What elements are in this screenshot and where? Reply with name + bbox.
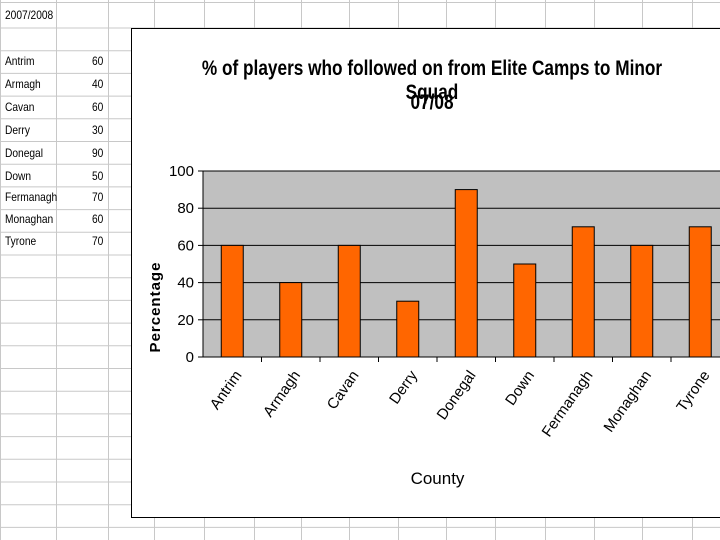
value-cell[interactable]: 60 <box>92 54 104 68</box>
value-cell[interactable]: 90 <box>92 146 104 160</box>
chart-object[interactable]: % of players who followed on from Elite … <box>131 28 720 518</box>
value-cell[interactable]: 50 <box>92 169 104 183</box>
county-cell[interactable]: Cavan <box>5 100 35 114</box>
value-cell[interactable]: 60 <box>92 212 104 226</box>
x-tick-label: Tyrone <box>673 368 713 415</box>
y-tick-label: 20 <box>177 312 194 329</box>
x-tick-label: Donegal <box>434 368 480 424</box>
x-tick-label: Derry <box>386 367 421 407</box>
county-cell[interactable]: Down <box>5 169 32 183</box>
value-cell[interactable]: 60 <box>92 100 104 114</box>
chart-subtitle: 07/08 <box>410 91 454 114</box>
x-tick-label: Armagh <box>260 368 304 421</box>
y-axis-title: Percentage <box>147 262 164 353</box>
county-cell[interactable]: Tyrone <box>5 234 37 248</box>
value-cell[interactable]: 70 <box>92 190 104 204</box>
x-tick-label: Monaghan <box>600 368 655 436</box>
county-cell[interactable]: Antrim <box>5 54 35 68</box>
y-tick-label: 0 <box>186 349 194 366</box>
bar <box>513 263 537 358</box>
bar <box>688 226 712 358</box>
value-cell[interactable]: 40 <box>92 77 104 91</box>
y-tick-label: 80 <box>177 200 194 217</box>
x-axis-title: County <box>411 469 465 488</box>
x-tick-label: Fermanagh <box>539 368 597 441</box>
bar <box>396 300 420 358</box>
county-cell[interactable]: Monaghan <box>5 212 54 226</box>
bar <box>220 244 244 358</box>
county-cell[interactable]: Donegal <box>5 146 43 160</box>
x-tick-label: Down <box>502 368 538 409</box>
y-tick-label: 40 <box>177 275 194 292</box>
bar <box>337 244 361 358</box>
county-cell[interactable]: Fermanagh <box>5 190 58 204</box>
header-cell[interactable]: 2007/2008 <box>5 8 54 22</box>
x-tick-label: Cavan <box>324 368 363 413</box>
bar <box>571 226 595 358</box>
y-tick-label: 100 <box>169 163 194 180</box>
value-cell[interactable]: 30 <box>92 123 104 137</box>
bar <box>454 189 478 358</box>
chart-title: % of players who followed on from Elite … <box>201 57 663 104</box>
bar <box>630 244 654 358</box>
y-tick-label: 60 <box>177 237 194 254</box>
county-cell[interactable]: Armagh <box>5 77 41 91</box>
value-cell[interactable]: 70 <box>92 234 104 248</box>
x-tick-label: Antrim <box>207 368 246 413</box>
bar-chart: 0 20 40 60 80 100 Antrim Armagh Cavan Derry Donega… <box>147 163 720 488</box>
county-cell[interactable]: Derry <box>5 123 30 137</box>
bar <box>279 282 303 358</box>
